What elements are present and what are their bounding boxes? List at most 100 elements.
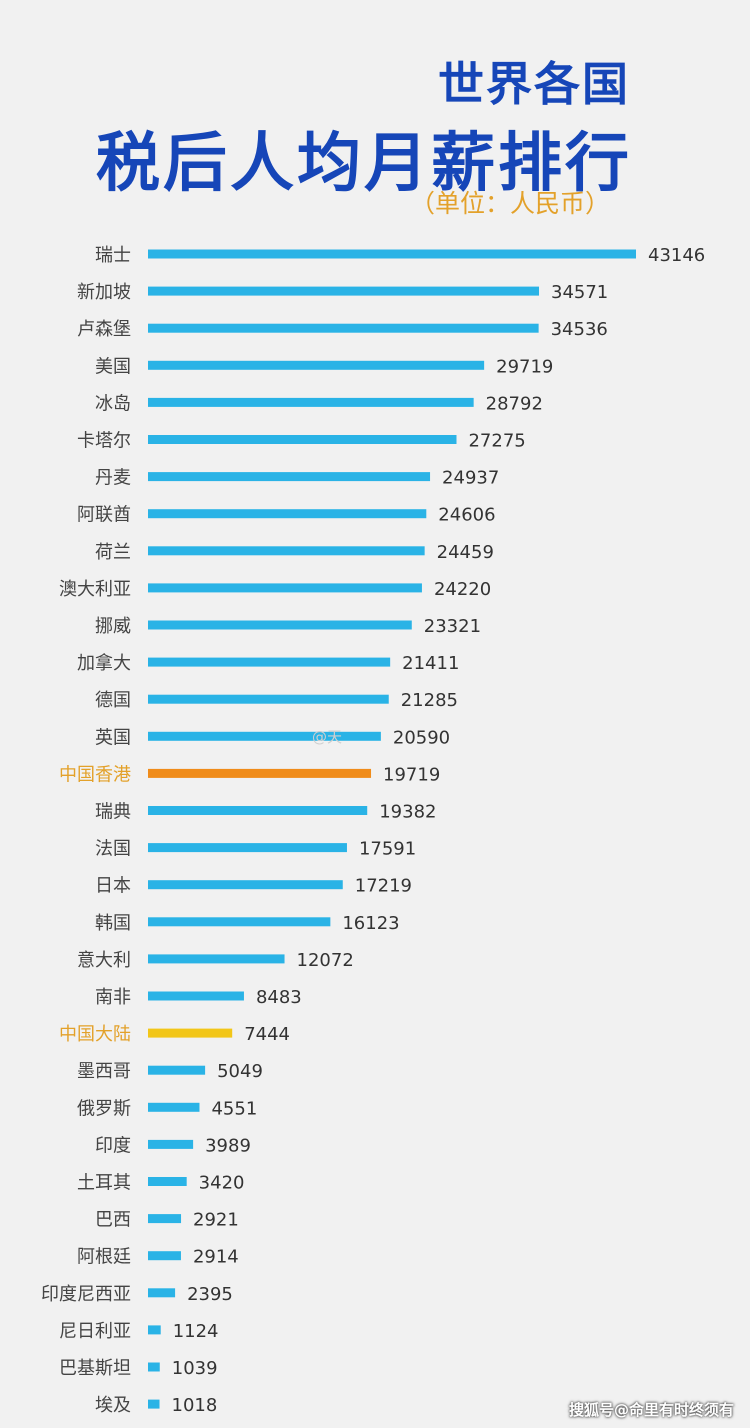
value-label-19: 12072: [297, 950, 354, 971]
bar-0: [148, 249, 636, 259]
bar-10: [148, 620, 412, 630]
category-label-18: 韩国: [95, 913, 131, 934]
bar-27: [148, 1251, 181, 1261]
bar-15: [148, 806, 368, 815]
bar-28: [148, 1288, 176, 1298]
category-label-12: 德国: [95, 690, 131, 711]
value-label-24: 3989: [205, 1135, 251, 1156]
bar-3: [148, 360, 485, 370]
category-label-22: 墨西哥: [77, 1061, 131, 1082]
value-label-20: 8483: [256, 987, 302, 1008]
bar-25: [148, 1177, 187, 1186]
bar-19: [148, 954, 285, 964]
bar-21: [148, 1028, 233, 1038]
category-label-14: 中国香港: [59, 764, 131, 785]
bar-23: [148, 1102, 200, 1112]
category-label-17: 日本: [95, 876, 131, 897]
value-label-25: 3420: [199, 1173, 245, 1194]
chart-title-line1: 世界各国: [438, 57, 630, 111]
bar-13: [148, 731, 381, 741]
bar-1: [148, 286, 540, 296]
category-label-25: 土耳其: [77, 1173, 131, 1194]
bar-14: [148, 768, 372, 778]
category-label-30: 巴基斯坦: [59, 1358, 131, 1379]
category-label-3: 美国: [95, 356, 131, 377]
value-label-28: 2395: [187, 1284, 233, 1305]
value-label-13: 20590: [393, 727, 450, 748]
value-label-30: 1039: [172, 1358, 218, 1379]
value-label-26: 2921: [193, 1210, 239, 1231]
bar-2: [148, 323, 539, 333]
value-label-9: 24220: [434, 579, 491, 600]
bar-9: [148, 583, 422, 593]
category-label-24: 印度: [95, 1135, 131, 1156]
bar-18: [148, 917, 331, 927]
inline-watermark: @天: [312, 728, 343, 746]
value-label-29: 1124: [173, 1321, 219, 1342]
bar-31: [148, 1399, 160, 1409]
category-label-6: 丹麦: [95, 468, 131, 489]
value-label-15: 19382: [379, 802, 436, 823]
category-label-27: 阿根廷: [77, 1247, 131, 1268]
value-label-23: 4551: [211, 1098, 257, 1119]
category-label-28: 印度尼西亚: [41, 1284, 131, 1305]
category-label-5: 卡塔尔: [77, 431, 131, 452]
value-label-11: 21411: [402, 653, 459, 674]
category-label-7: 阿联酋: [77, 505, 131, 526]
category-label-13: 英国: [95, 727, 131, 748]
value-label-17: 17219: [355, 876, 412, 897]
category-label-11: 加拿大: [77, 652, 131, 674]
value-label-1: 34571: [551, 282, 608, 303]
bar-24: [148, 1139, 194, 1149]
value-label-8: 24459: [437, 542, 494, 563]
bar-12: [148, 694, 389, 704]
value-label-10: 23321: [424, 616, 481, 637]
value-label-27: 2914: [193, 1247, 239, 1268]
value-label-6: 24937: [442, 468, 499, 489]
category-label-8: 荷兰: [95, 542, 131, 563]
bar-29: [148, 1325, 161, 1335]
value-label-5: 27275: [468, 431, 525, 452]
value-label-14: 19719: [383, 764, 440, 785]
bar-22: [148, 1065, 206, 1075]
bar-17: [148, 880, 343, 890]
category-label-29: 尼日利亚: [59, 1321, 131, 1342]
footer-watermark: 搜狐号@命里有时终须有: [568, 1401, 734, 1419]
value-label-21: 7444: [244, 1024, 290, 1045]
value-label-12: 21285: [401, 690, 458, 711]
bar-16: [148, 843, 347, 853]
category-label-1: 新加坡: [77, 282, 131, 303]
bar-8: [148, 546, 425, 556]
bar-11: [148, 657, 391, 667]
bar-20: [148, 991, 244, 1001]
category-label-16: 法国: [95, 839, 131, 860]
value-label-3: 29719: [496, 356, 553, 377]
category-label-10: 挪威: [95, 616, 131, 637]
unit-label: （单位：人民币）: [409, 189, 610, 218]
category-label-4: 冰岛: [95, 393, 131, 414]
category-label-2: 卢森堡: [77, 319, 131, 340]
category-label-21: 中国大陆: [59, 1024, 131, 1045]
bar-4: [148, 397, 474, 407]
bar-6: [148, 472, 431, 482]
category-label-26: 巴西: [95, 1210, 131, 1231]
category-label-19: 意大利: [77, 950, 131, 971]
value-label-16: 17591: [359, 839, 416, 860]
bar-26: [148, 1214, 182, 1224]
chart-title-line2: 税后人均月薪排行: [96, 127, 632, 201]
category-label-0: 瑞士: [95, 245, 131, 266]
bar-5: [148, 435, 457, 444]
category-label-9: 澳大利亚: [59, 579, 131, 600]
bar-7: [148, 509, 427, 519]
value-label-7: 24606: [438, 505, 495, 526]
category-label-15: 瑞典: [95, 802, 131, 823]
value-label-2: 34536: [551, 319, 608, 340]
value-label-4: 28792: [486, 393, 543, 414]
category-label-31: 埃及: [95, 1395, 131, 1416]
bar-30: [148, 1362, 160, 1372]
value-label-0: 43146: [648, 245, 705, 266]
value-label-31: 1018: [172, 1395, 218, 1416]
category-label-23: 俄罗斯: [77, 1098, 131, 1119]
category-label-20: 南非: [95, 987, 131, 1008]
